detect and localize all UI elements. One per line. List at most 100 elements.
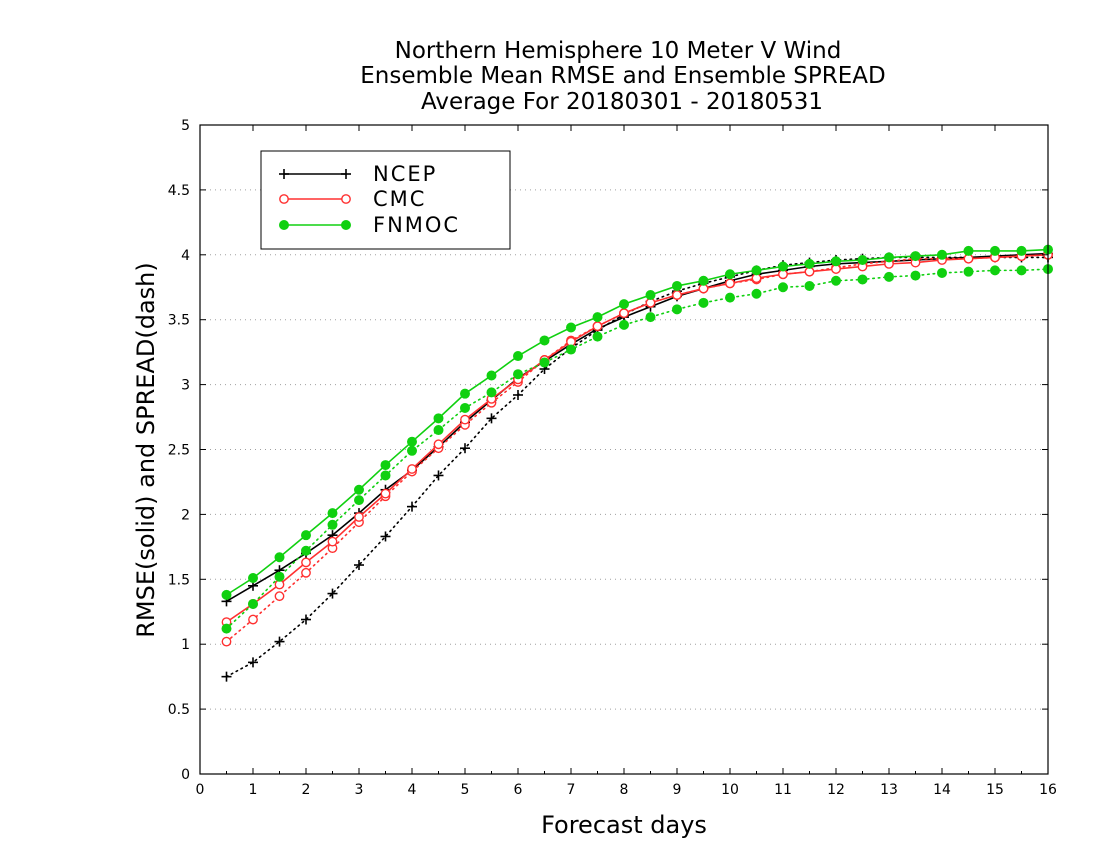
legend-marker-ncep (279, 169, 289, 179)
title-line-1: Northern Hemisphere 10 Meter V Wind (395, 38, 842, 64)
series-fnmoc (221, 244, 1053, 634)
title-line-3: Average For 20180301 - 20180531 (421, 89, 823, 115)
x-axis: 0 1 2 3 4 5 6 7 8 9 10 11 12 13 14 15 16 (196, 125, 1057, 798)
y-tick-label: 0 (181, 767, 190, 783)
rmse-point-fnmoc (354, 484, 364, 495)
rmse-point-fnmoc (566, 322, 576, 333)
spread-point-ncep (380, 531, 391, 542)
x-axis-label: Forecast days (541, 811, 707, 839)
spread-point-fnmoc (327, 519, 338, 530)
spread-point-ncep (301, 614, 311, 625)
spread-point-fnmoc (698, 297, 709, 308)
spread-point-fnmoc (513, 369, 523, 380)
rmse-point-fnmoc (990, 245, 1000, 256)
rmse-point-fnmoc (884, 252, 894, 263)
x-tick-label: 2 (302, 782, 311, 798)
rmse-point-cmc (460, 414, 470, 425)
rmse-point-cmc (407, 464, 417, 474)
rmse-point-fnmoc (539, 335, 550, 346)
y-tick-label: 2 (181, 507, 190, 523)
spread-point-ncep (513, 389, 523, 400)
legend-marker-ncep (341, 169, 351, 179)
title-line-2: Ensemble Mean RMSE and Ensemble SPREAD (360, 63, 885, 89)
legend-marker-cmc (279, 194, 289, 204)
legend-marker-fnmoc (279, 220, 289, 230)
legend-label-fnmoc: FNMOC (373, 213, 460, 237)
spread-point-cmc (248, 614, 258, 625)
rmse-point-fnmoc (937, 249, 947, 260)
rmse-point-cmc (592, 321, 603, 332)
x-tick-label: 5 (461, 782, 470, 798)
x-tick-label: 13 (880, 782, 898, 798)
rmse-point-fnmoc (698, 275, 709, 286)
chart-title: Northern Hemisphere 10 Meter V Wind Ense… (360, 38, 885, 115)
spread-point-fnmoc (407, 445, 417, 456)
rmse-point-fnmoc (804, 258, 815, 269)
spread-point-fnmoc (566, 344, 576, 355)
rmse-point-fnmoc (407, 436, 417, 447)
spread-point-cmc (221, 636, 232, 647)
legend-box (260, 150, 511, 250)
rmse-line-ncep (226, 252, 1049, 603)
y-tick-label: 4 (181, 248, 190, 264)
spread-point-fnmoc (1016, 265, 1027, 276)
rmse-point-cmc (725, 278, 735, 289)
series-ncep (221, 248, 1053, 682)
x-tick-label: 6 (514, 782, 523, 798)
gridlines (200, 189, 1048, 710)
rmse-point-cmc (672, 290, 682, 300)
spread-point-fnmoc (460, 402, 470, 413)
rmse-point-fnmoc (857, 254, 868, 265)
spread-point-fnmoc (619, 319, 629, 330)
x-tick-label: 12 (827, 782, 845, 798)
spread-point-fnmoc (486, 387, 497, 398)
y-tick-label: 1 (181, 637, 190, 653)
spread-point-fnmoc (672, 304, 682, 315)
y-tick-label: 1.5 (168, 572, 190, 588)
x-tick-label: 14 (933, 782, 951, 798)
rmse-point-fnmoc (327, 508, 338, 519)
rmse-point-fnmoc (592, 312, 603, 323)
rmse-point-cmc (619, 308, 629, 319)
x-tick-label: 3 (355, 782, 364, 798)
rmse-point-cmc (433, 439, 444, 450)
spread-point-ncep (486, 413, 497, 424)
spread-point-fnmoc (910, 270, 921, 281)
spread-point-fnmoc (539, 357, 550, 368)
rmse-point-fnmoc (460, 388, 470, 399)
rmse-point-fnmoc (672, 280, 682, 291)
rmse-point-fnmoc (274, 552, 285, 563)
spread-point-ncep (274, 636, 285, 647)
spread-point-fnmoc (804, 280, 815, 291)
y-tick-label: 5 (181, 118, 190, 134)
rmse-point-cmc (327, 536, 338, 547)
rmse-point-fnmoc (221, 589, 232, 600)
rmse-point-fnmoc (513, 351, 523, 362)
rmse-point-fnmoc (751, 265, 762, 276)
spread-point-fnmoc (274, 571, 285, 582)
rmse-point-cmc (301, 557, 311, 568)
spread-point-ncep (460, 443, 470, 454)
spread-point-fnmoc (990, 265, 1000, 276)
spread-point-fnmoc (725, 292, 735, 303)
y-axis-label: RMSE(solid) and SPREAD(dash) (132, 262, 160, 638)
x-tick-label: 16 (1039, 782, 1057, 798)
rmse-point-fnmoc (619, 299, 629, 310)
spread-point-cmc (274, 591, 285, 602)
rmse-point-fnmoc (725, 269, 735, 280)
spread-point-fnmoc (592, 331, 603, 342)
spread-point-ncep (221, 671, 232, 682)
rmse-point-fnmoc (831, 256, 841, 267)
spread-point-fnmoc (221, 623, 232, 634)
spread-point-fnmoc (937, 267, 947, 278)
rmse-point-fnmoc (963, 245, 974, 256)
rmse-point-fnmoc (910, 251, 921, 262)
y-tick-label: 2.5 (168, 443, 190, 459)
spread-point-fnmoc (831, 275, 841, 286)
x-tick-label: 0 (196, 782, 205, 798)
y-tick-label: 3 (181, 378, 190, 394)
legend-marker-cmc (341, 194, 351, 204)
x-tick-label: 15 (986, 782, 1004, 798)
rmse-line-cmc (226, 254, 1049, 623)
